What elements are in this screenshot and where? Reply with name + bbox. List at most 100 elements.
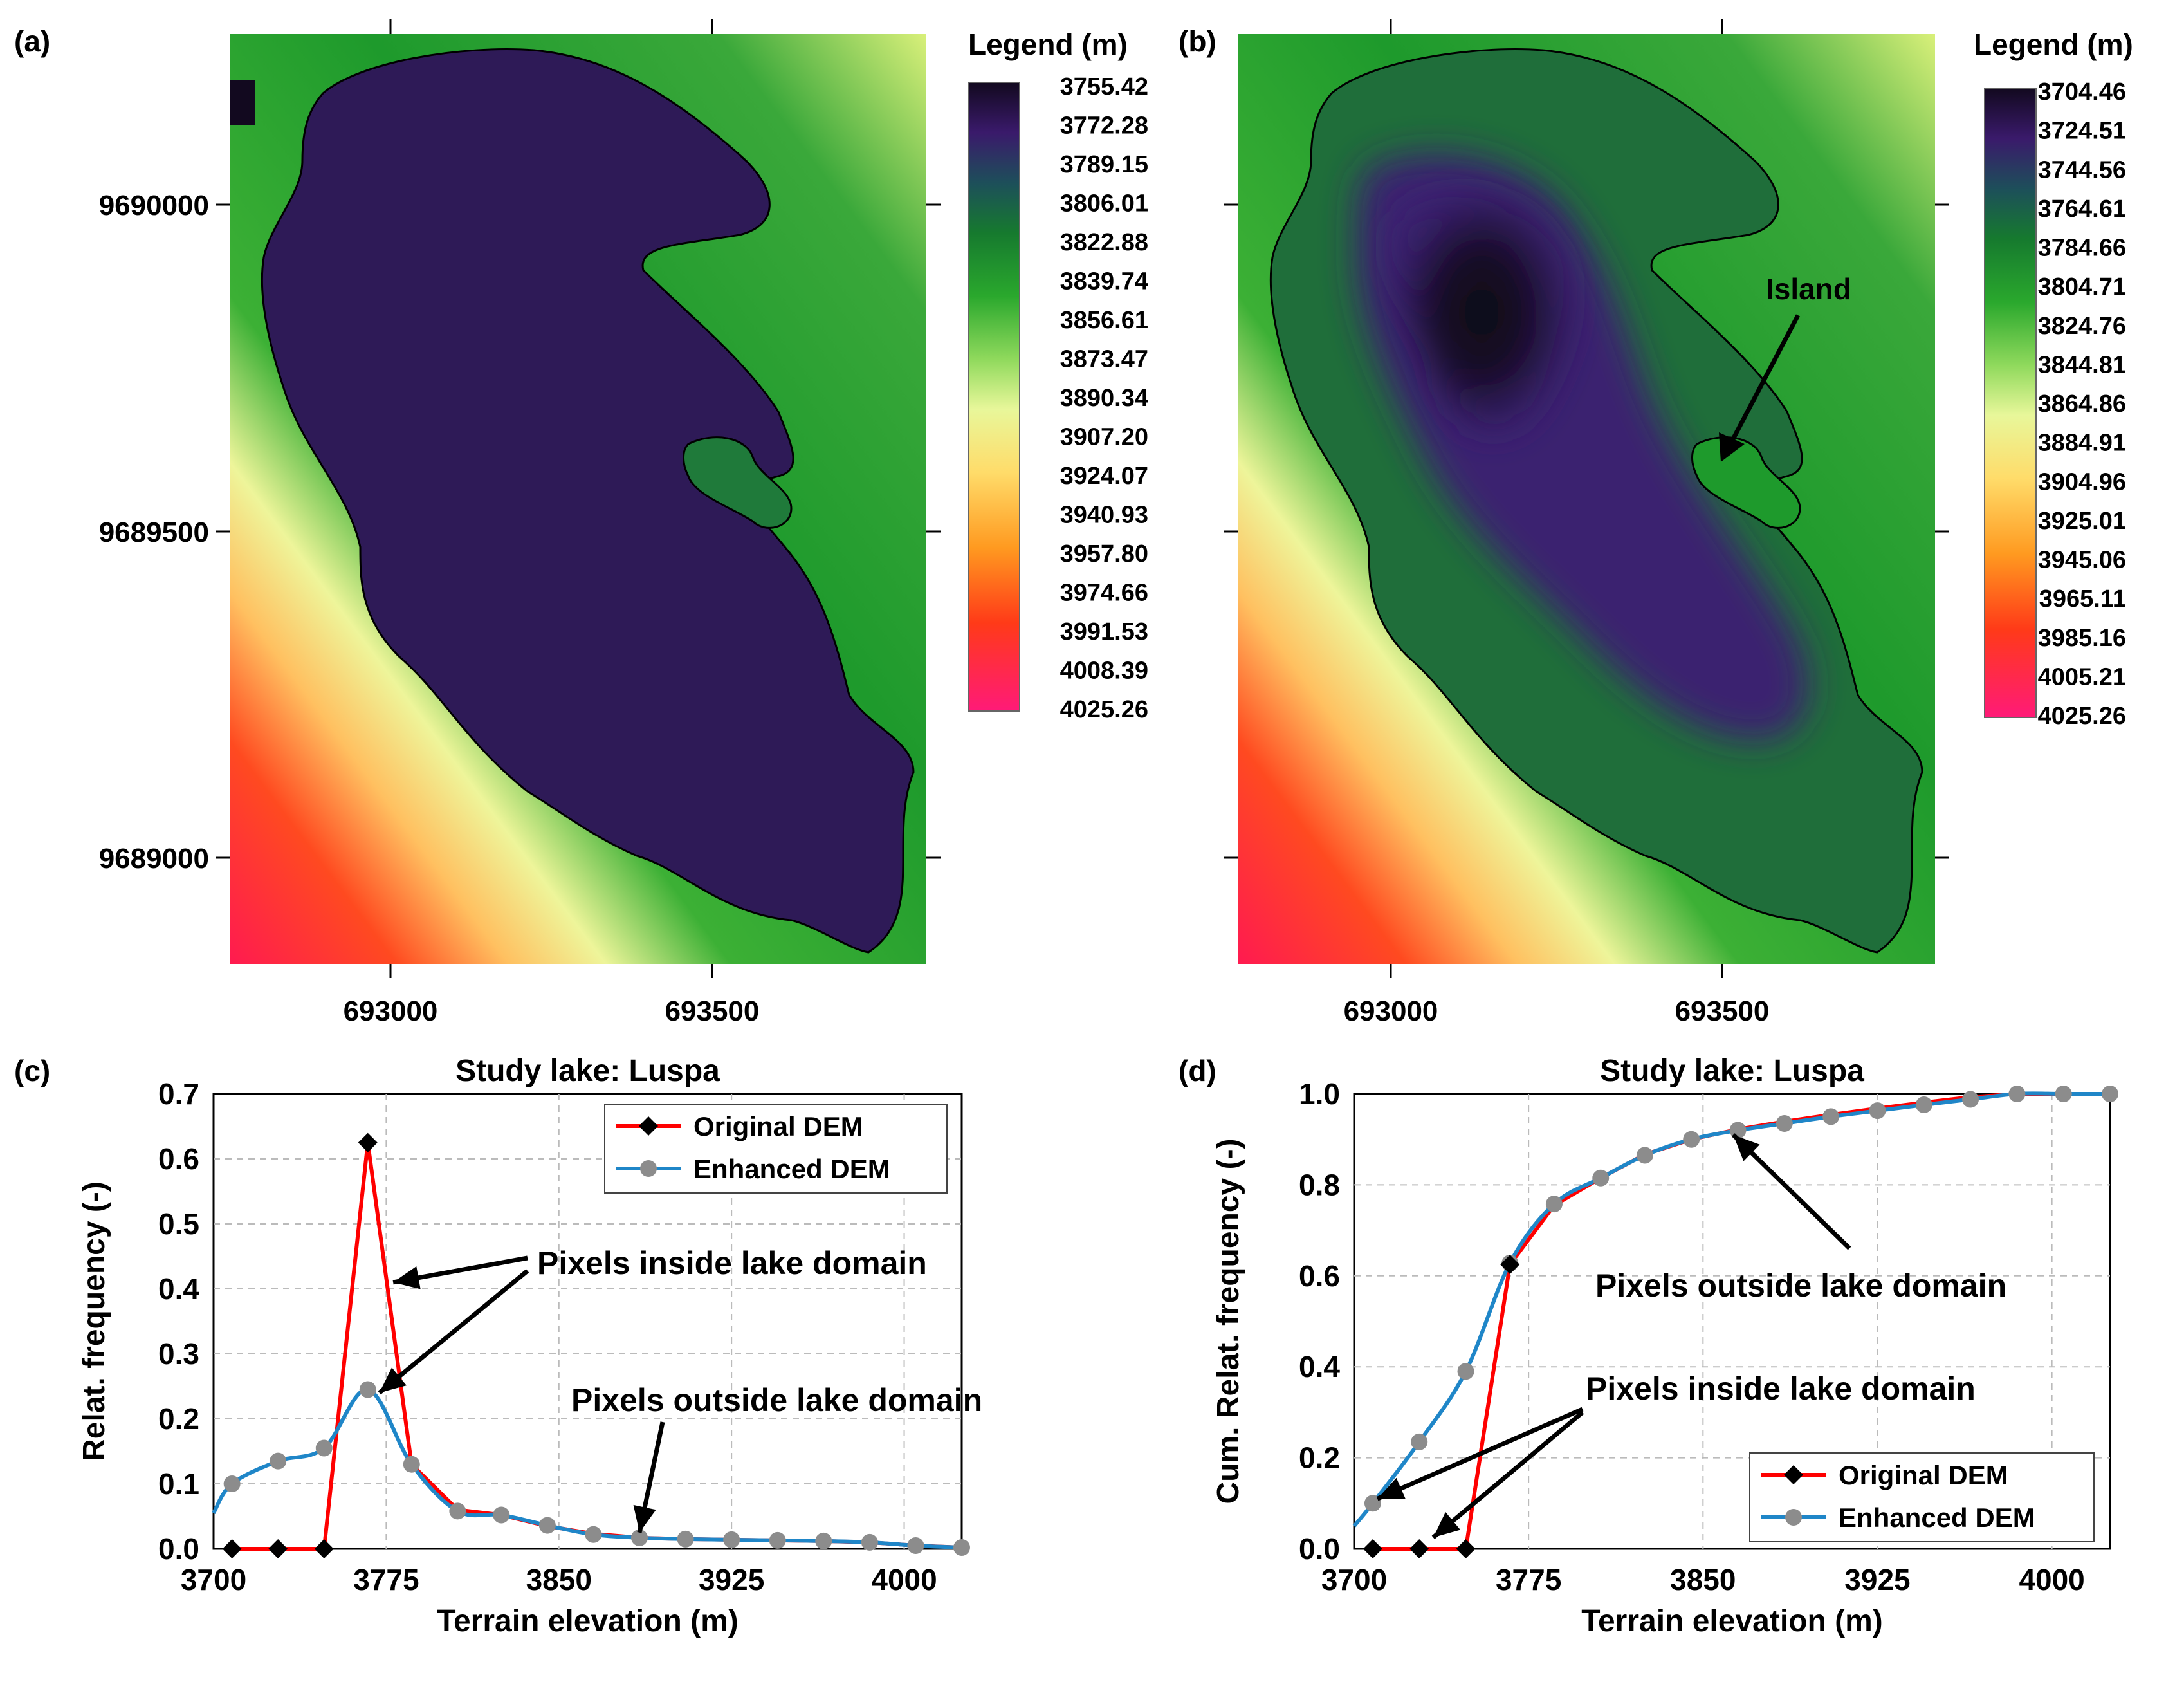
original-point: [1456, 1539, 1476, 1558]
legend-value-b: 3864.86: [2038, 391, 2126, 418]
x-tick-label: 3775: [353, 1563, 419, 1596]
enhanced-point: [1869, 1102, 1886, 1120]
chart-legend: [1749, 1452, 2095, 1542]
panel-b-label: (b): [1179, 24, 1216, 58]
island-arrow-head: [1719, 432, 1745, 462]
legend-value-a: 3957.80: [1060, 541, 1148, 568]
annotation-arrow: [1431, 1410, 1584, 1540]
legend-label: Original DEM: [1839, 1460, 2008, 1490]
enhanced-point: [1545, 1196, 1563, 1213]
legend-value-a: 3907.20: [1060, 424, 1148, 451]
x-tick-label: 3925: [699, 1563, 764, 1596]
legend-value-b: 3744.56: [2038, 156, 2126, 183]
legend-value-b: 4005.21: [2038, 663, 2126, 690]
annotation-arrow: [1376, 1407, 1584, 1501]
x-tick-label: 3850: [1670, 1563, 1736, 1596]
y-tick-label: 0.0: [158, 1532, 199, 1566]
y-tick-a-1: 9689500: [99, 517, 209, 548]
enhanced-point: [1683, 1131, 1700, 1148]
enhanced-point: [2102, 1086, 2118, 1102]
plot-area: [1353, 1093, 2111, 1550]
legend-labels-b: 3704.46 3724.51 3744.56 3764.61 3784.66 3804.…: [2038, 79, 2126, 730]
legend-value-b: 3945.06: [2038, 547, 2126, 574]
x-tick-label: 4000: [871, 1563, 937, 1596]
original-point: [268, 1539, 288, 1558]
annotation-text: Pixels inside lake domain: [1586, 1371, 1976, 1407]
x-axis-label: Terrain elevation (m): [1581, 1604, 1883, 1638]
x-tick-label: 3700: [181, 1563, 246, 1596]
enhanced-point: [1822, 1108, 1840, 1125]
panel-a: (a) 9690000 9689500 9689000 693000 69350…: [14, 19, 1148, 1027]
enhanced-point: [449, 1502, 466, 1520]
legend-value-b: 4025.26: [2038, 703, 2126, 730]
legend-label: Enhanced DEM: [1839, 1502, 2035, 1533]
y-tick-label: 0.7: [158, 1077, 199, 1111]
legend-value-a: 4008.39: [1060, 658, 1148, 685]
enhanced-point: [953, 1539, 970, 1556]
legend-value-a: 3890.34: [1060, 385, 1148, 412]
island-annotation: Island: [1766, 272, 1851, 306]
island-a: [683, 436, 793, 529]
x-axis-label: Terrain elevation (m): [437, 1604, 739, 1638]
dem-map-b: [1238, 34, 1935, 964]
y-tick-label: 0.6: [1299, 1259, 1340, 1293]
legend-value-b: 3724.51: [2038, 118, 2126, 145]
legend-value-b: 3764.61: [2038, 196, 2126, 223]
y-tick-label: 0.1: [158, 1467, 199, 1501]
annotation-arrowhead: [1433, 1511, 1461, 1538]
enhanced-point: [815, 1532, 832, 1549]
x-tick-a-0: 693000: [344, 995, 438, 1027]
enhanced-point: [493, 1506, 510, 1524]
annotation-arrowhead: [633, 1504, 656, 1533]
chart-title: Study lake: Luspa: [455, 1054, 720, 1088]
enhanced-point: [538, 1517, 556, 1534]
legend-marker: [639, 1116, 658, 1136]
y-tick-label: 0.8: [1299, 1168, 1340, 1201]
panel-b: (b) 693000 693500 Island Legend (m): [1179, 19, 2133, 1027]
x-tick-label: 4000: [2019, 1563, 2084, 1596]
legend-value-b: 3804.71: [2038, 273, 2126, 300]
legend-value-a: 3924.07: [1060, 463, 1148, 490]
legend-value-b: 3985.16: [2038, 625, 2126, 652]
enhanced-point: [1962, 1091, 1979, 1108]
enhanced-point: [359, 1381, 376, 1398]
enhanced-point: [585, 1526, 602, 1543]
y-tick-label: 0.0: [1299, 1532, 1340, 1566]
annotation-arrowhead: [393, 1266, 421, 1289]
x-tick-label: 3700: [1321, 1563, 1387, 1596]
legend-colorbar-b: [1984, 88, 2037, 718]
enhanced-point: [861, 1533, 878, 1551]
y-tick-a-2: 9689000: [99, 843, 209, 874]
legend-marker: [640, 1160, 657, 1177]
legend-value-a: 3940.93: [1060, 502, 1148, 529]
y-axis-label: Relat. frequency (-): [77, 1181, 111, 1461]
original-point: [1500, 1255, 1520, 1275]
x-tick-label: 3850: [526, 1563, 592, 1596]
legend-value-b: 3965.11: [2039, 586, 2126, 613]
x-tick-a-1: 693500: [665, 995, 760, 1027]
annotation-arrow: [378, 1269, 529, 1395]
legend-value-a: 3755.42: [1060, 73, 1148, 100]
x-tick-label: 3925: [1844, 1563, 1910, 1596]
chart-d: 0.0 0.2 0.4 0.6 0.8 1.0 3700 3775 3850 3925 4000 St…: [1211, 1054, 2118, 1638]
enhanced-point: [2008, 1086, 2026, 1102]
legend-title-a: Legend (m): [968, 28, 1128, 61]
legend-value-a: 3856.61: [1060, 307, 1148, 334]
y-tick-label: 0.5: [158, 1207, 199, 1241]
enhanced-point: [631, 1529, 648, 1546]
legend-label: Original DEM: [693, 1111, 863, 1141]
lake-shape-a: [261, 48, 915, 954]
panel-d-label: (d): [1179, 1054, 1216, 1087]
chart-legend: [604, 1104, 948, 1194]
island-b: [1691, 436, 1801, 529]
legend-value-a: 3991.53: [1060, 618, 1148, 645]
enhanced-point: [1457, 1363, 1474, 1380]
island-arrow: [1728, 314, 1801, 445]
enhanced-point: [1592, 1169, 1610, 1187]
panel-c: (c) 0.0 0.1 0.2 0.3 0.4 0.5 0.6 0.7 3700 3775 3850…: [14, 1054, 982, 1638]
legend-value-a: 3974.66: [1060, 580, 1148, 607]
legend-value-a: 3839.74: [1060, 268, 1148, 295]
enhanced-point: [723, 1531, 740, 1548]
enhanced-point: [769, 1531, 786, 1549]
